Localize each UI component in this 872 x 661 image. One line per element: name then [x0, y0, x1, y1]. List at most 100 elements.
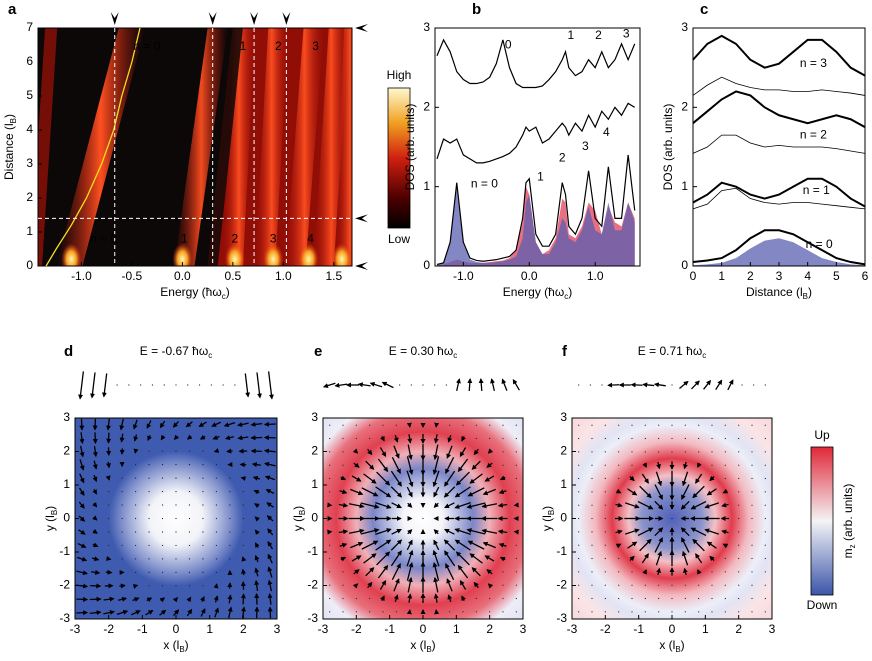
vector-dot	[121, 544, 123, 547]
vector-dot	[764, 597, 766, 600]
vector-dot	[658, 584, 660, 586]
vector-arrow	[159, 609, 167, 616]
vector-arrow	[499, 475, 506, 481]
vector-dot	[671, 451, 673, 453]
vector-arrow	[642, 382, 655, 388]
colorbar	[387, 87, 411, 229]
x-tick-label: 2	[240, 622, 247, 636]
vector-dot	[578, 517, 580, 520]
vector-dot	[738, 611, 740, 613]
x-axis-label-part: B	[179, 645, 184, 654]
vector-dot	[121, 477, 123, 479]
vector-arrow	[198, 421, 207, 427]
vector-arrow	[264, 475, 275, 481]
vector-arrow	[706, 541, 717, 549]
colorbar-title-part: m	[841, 548, 855, 558]
vector-arrow	[484, 555, 495, 562]
vector-arrow	[352, 448, 359, 454]
vector-arrow	[471, 460, 481, 470]
y-tick-label: 1	[681, 179, 688, 193]
vector-arrow	[445, 563, 455, 581]
vector-arrow	[656, 567, 661, 576]
vector-arrow	[254, 503, 260, 509]
x-tick-label: 1.0	[275, 269, 292, 283]
vector-arrow	[715, 379, 723, 390]
y-axis-label: y (lB)	[43, 506, 59, 531]
vector-arrow	[432, 549, 440, 567]
vector-arrow	[639, 485, 652, 499]
colorbar-title-part: (arb. units)	[841, 484, 855, 545]
vector-dot	[591, 424, 593, 426]
vector-arrow	[704, 502, 719, 509]
x-axis-label: x (lB)	[410, 638, 435, 654]
vector-arrow	[615, 502, 623, 508]
annotation: n = 0	[90, 232, 117, 246]
vector-arrow	[639, 538, 652, 552]
vector-arrow	[252, 475, 261, 481]
x-tick-label: 3	[274, 622, 281, 636]
vector-dot	[658, 437, 660, 440]
vector-arrow	[159, 420, 166, 429]
x-tick-label: 2	[735, 622, 742, 636]
vector-dot	[751, 584, 753, 586]
vector-dot	[121, 504, 123, 506]
y-axis-label: y (lB)	[291, 506, 307, 531]
vector-dot	[342, 437, 344, 440]
vector-arrow	[455, 551, 470, 566]
vector-dot	[591, 597, 593, 600]
vector-dot	[671, 517, 673, 520]
vector-arrow	[105, 475, 111, 481]
x-axis-label-part: Energy (ħω	[160, 285, 221, 299]
vector-dot	[751, 611, 753, 613]
vector-arrow	[379, 447, 387, 458]
x-axis-label: Distance (lB)	[746, 285, 812, 301]
vector-dot	[329, 424, 331, 426]
annotation: n = 1	[803, 183, 830, 197]
vector-arrow	[254, 567, 260, 577]
vector-arrow	[133, 448, 139, 454]
vector-arrow	[267, 553, 273, 564]
vector-dot	[601, 384, 603, 386]
vector-dot	[711, 571, 713, 573]
vector-dot	[229, 544, 231, 547]
vector-dot	[202, 464, 204, 466]
vector-dot	[369, 597, 371, 600]
vector-dot	[188, 504, 191, 506]
vector-dot	[578, 384, 580, 386]
curve	[692, 134, 866, 154]
vector-dot	[751, 597, 753, 600]
vector-arrow	[481, 503, 498, 509]
y-tick-label: 1	[26, 224, 33, 238]
annotation: 1	[181, 232, 188, 246]
vector-dot	[724, 557, 726, 560]
y-tick-label: 0	[560, 511, 567, 525]
x-tick-label: 1.5	[325, 269, 342, 283]
vector-arrow	[244, 373, 251, 398]
vector-arrow	[443, 539, 456, 551]
vector-dot	[591, 517, 593, 520]
vector-dot	[175, 585, 177, 587]
vector-arrow	[264, 461, 276, 467]
y-tick-label: 3	[423, 20, 430, 34]
x-axis-label-part: Distance (l	[746, 285, 803, 299]
vector-dot	[342, 571, 344, 573]
vector-dot	[618, 451, 620, 453]
vector-dot	[161, 490, 164, 493]
vector-dot	[215, 464, 217, 466]
vector-arrow	[390, 550, 402, 567]
vector-arrow	[92, 515, 98, 521]
vector-arrow	[461, 435, 466, 442]
vector-arrow	[691, 380, 700, 390]
vector-dot	[399, 384, 401, 386]
vector-dot	[148, 571, 150, 573]
vector-dot	[631, 571, 633, 573]
vector-dot	[355, 611, 357, 613]
vector-dot	[515, 437, 517, 440]
vector-dot	[724, 477, 726, 480]
vector-dot	[382, 424, 384, 426]
vector-arrow	[490, 378, 495, 391]
vector-dot	[618, 477, 620, 480]
y-tick-label: 2	[26, 190, 33, 204]
vector-dot	[355, 597, 357, 600]
vector-dot	[242, 517, 244, 520]
